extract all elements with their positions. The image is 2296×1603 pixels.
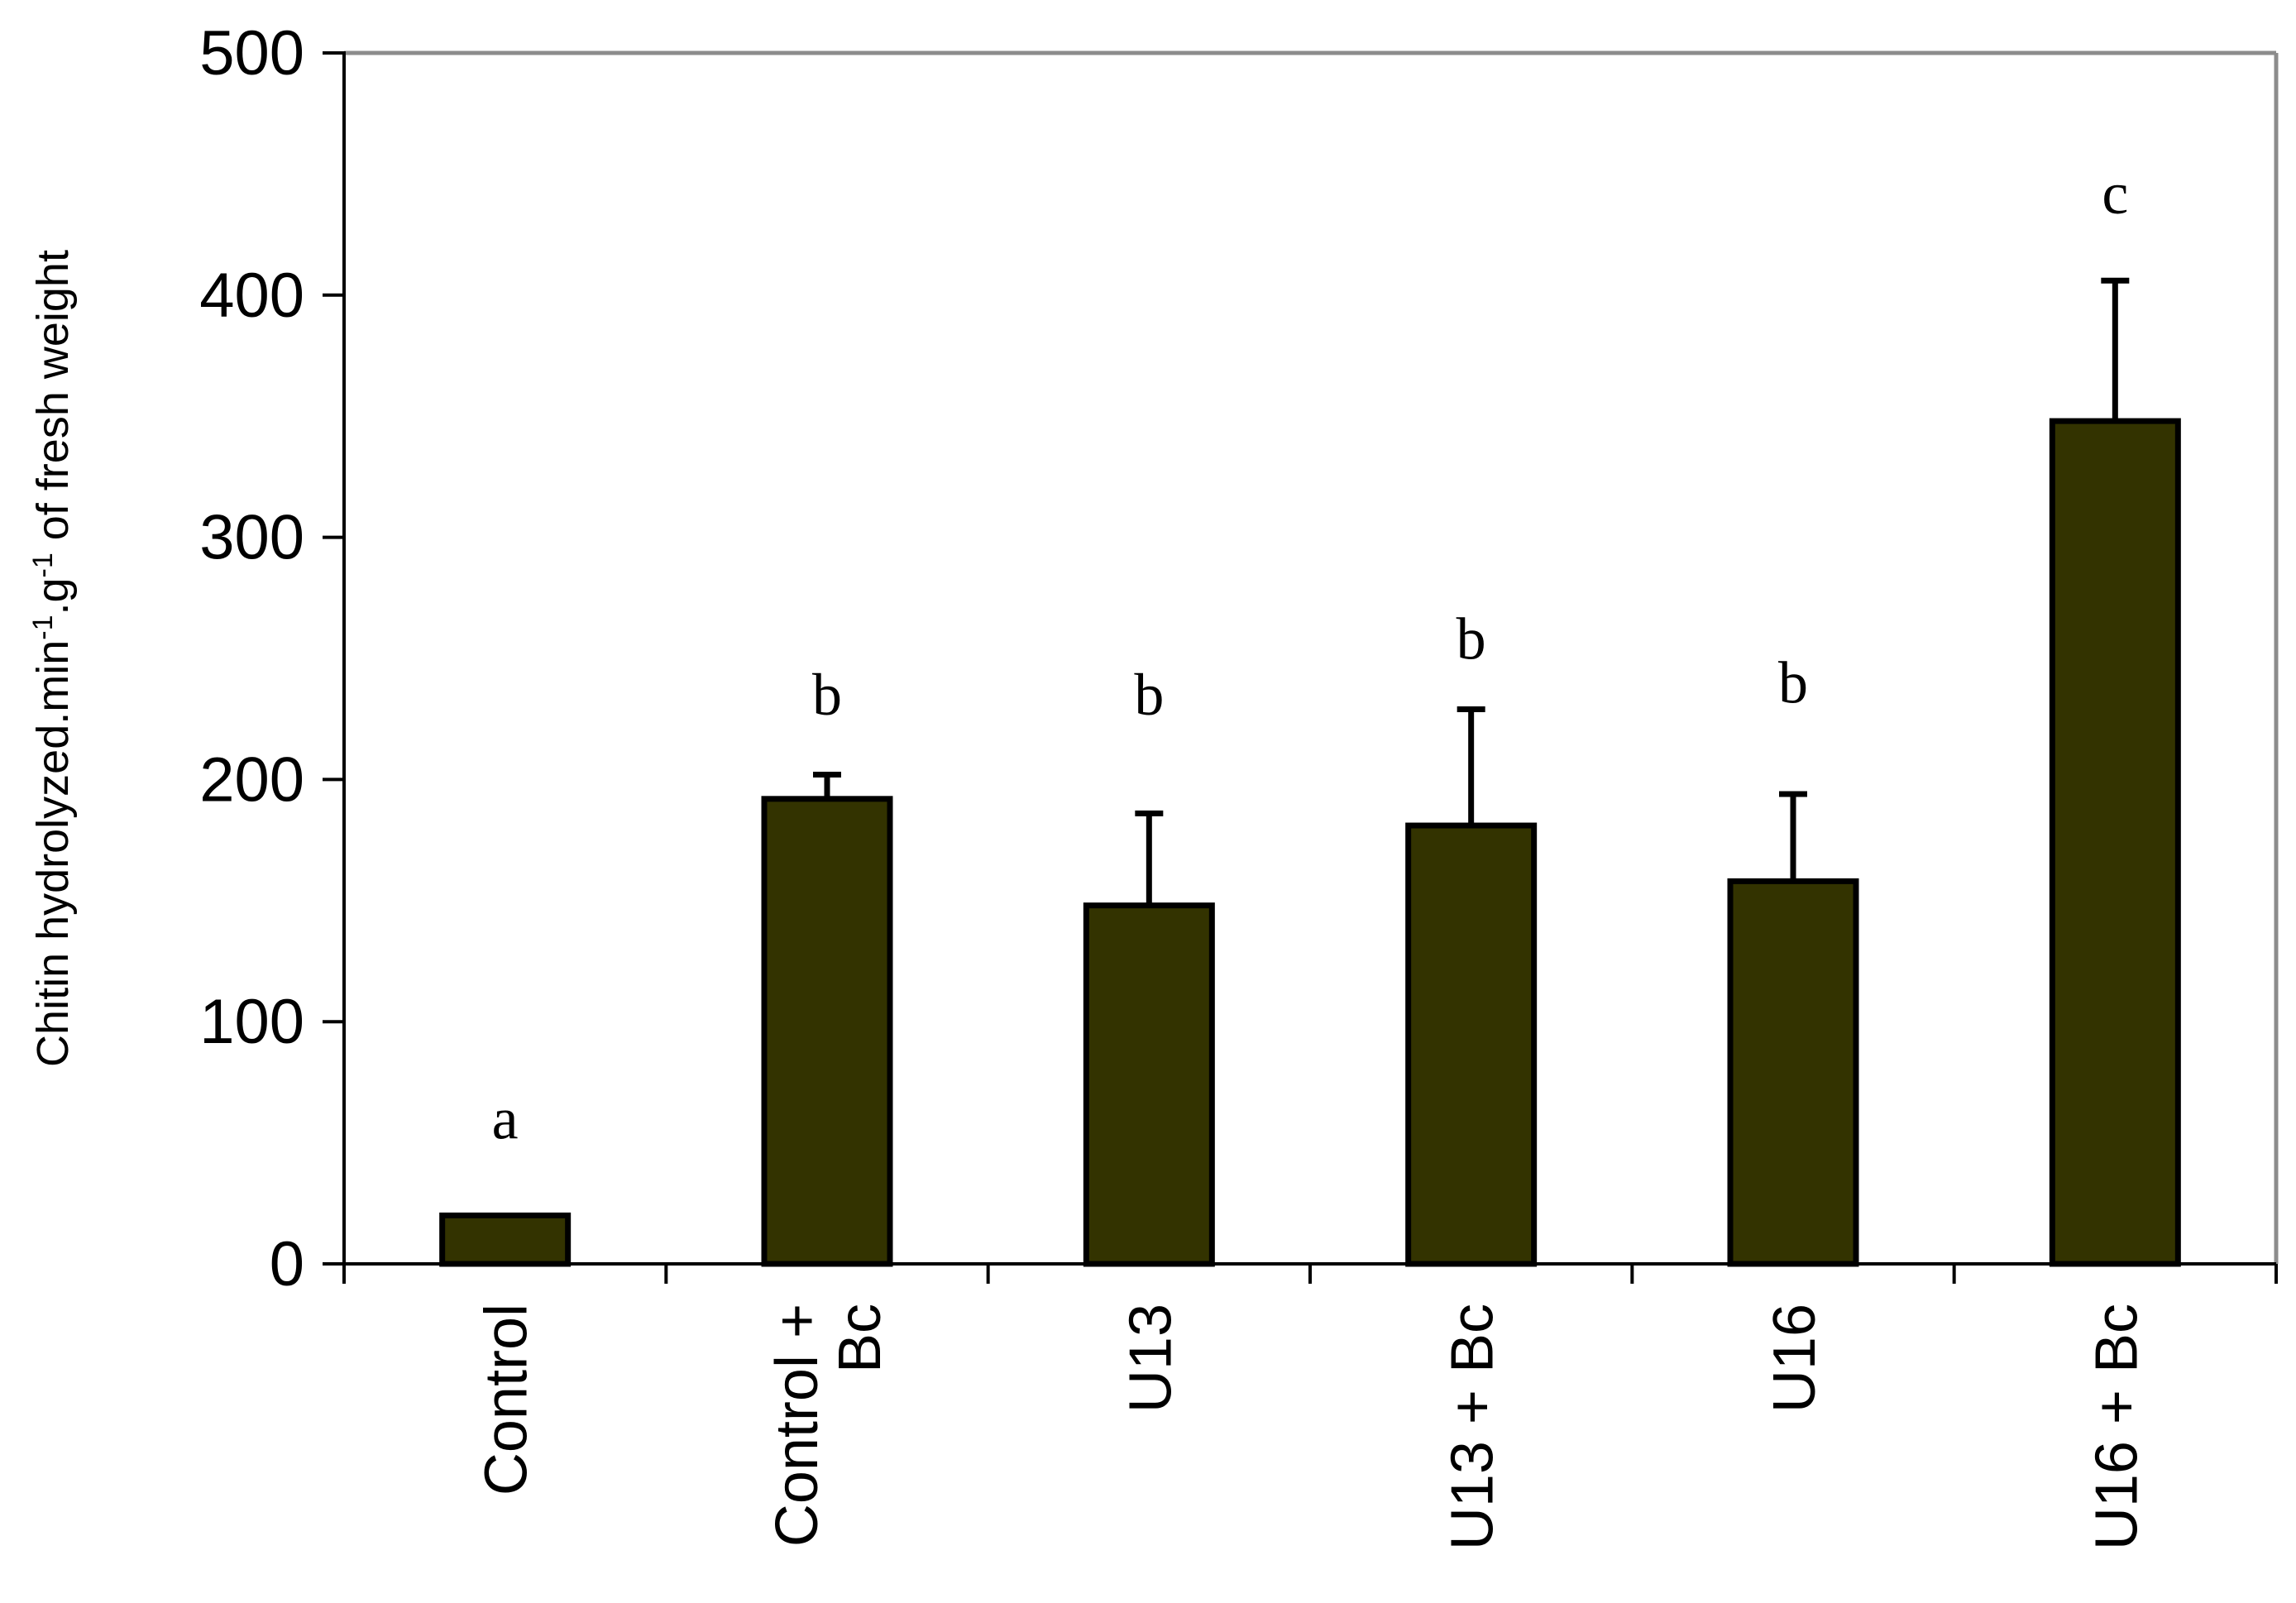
x-category-label-line: U13 (1117, 1304, 1184, 1413)
x-category-label-line: U13 + Bc (1440, 1304, 1506, 1550)
bar (761, 796, 893, 1267)
x-category-label: Control +Bc (764, 1304, 893, 1547)
x-category-label: Control (474, 1304, 540, 1495)
bar (1405, 822, 1538, 1267)
error-bars-group (813, 277, 2130, 906)
y-tick-label: 100 (199, 987, 304, 1057)
x-category-label: U13 (1117, 1304, 1184, 1413)
significance-letter: b (1778, 649, 1808, 715)
significance-letter: c (2102, 160, 2128, 227)
y-axis-ticks: 0 100 200 300 400 500 (199, 18, 344, 1299)
bar (1727, 878, 1859, 1267)
bar (439, 1212, 572, 1267)
y-tick-label: 500 (199, 18, 304, 89)
x-category-label-line: U16 (1762, 1304, 1828, 1413)
x-category-label-line: Control (474, 1304, 540, 1495)
y-tick-label: 300 (199, 503, 304, 573)
y-tick-label: 200 (199, 744, 304, 815)
x-category-label: U13 + Bc (1440, 1304, 1506, 1550)
y-axis-label: Chitin hydrolyzed.min-1.g-1 of fresh wei… (27, 250, 78, 1067)
y-tick-label: 400 (199, 261, 304, 331)
significance-labels-group: a b b b b c (492, 160, 2129, 1151)
bar (1083, 902, 1215, 1267)
x-category-label: U16 (1762, 1304, 1828, 1413)
x-category-label-line: Control + (764, 1304, 830, 1547)
x-category-label-line: U16 + Bc (2083, 1304, 2150, 1550)
significance-letter: b (812, 662, 842, 728)
significance-letter: a (492, 1085, 519, 1151)
significance-letter: b (1134, 662, 1164, 728)
x-axis-ticks: Control Control +Bc U13 U13 + Bc U16 U16 + Bc (342, 1264, 2278, 1550)
bar (2049, 418, 2181, 1267)
bars-group (439, 418, 2181, 1267)
x-category-label: U16 + Bc (2083, 1304, 2150, 1550)
y-tick-label: 0 (270, 1229, 304, 1299)
x-category-label-line: Bc (827, 1304, 893, 1373)
significance-letter: b (1457, 606, 1486, 672)
plot-frame (342, 50, 2279, 1284)
